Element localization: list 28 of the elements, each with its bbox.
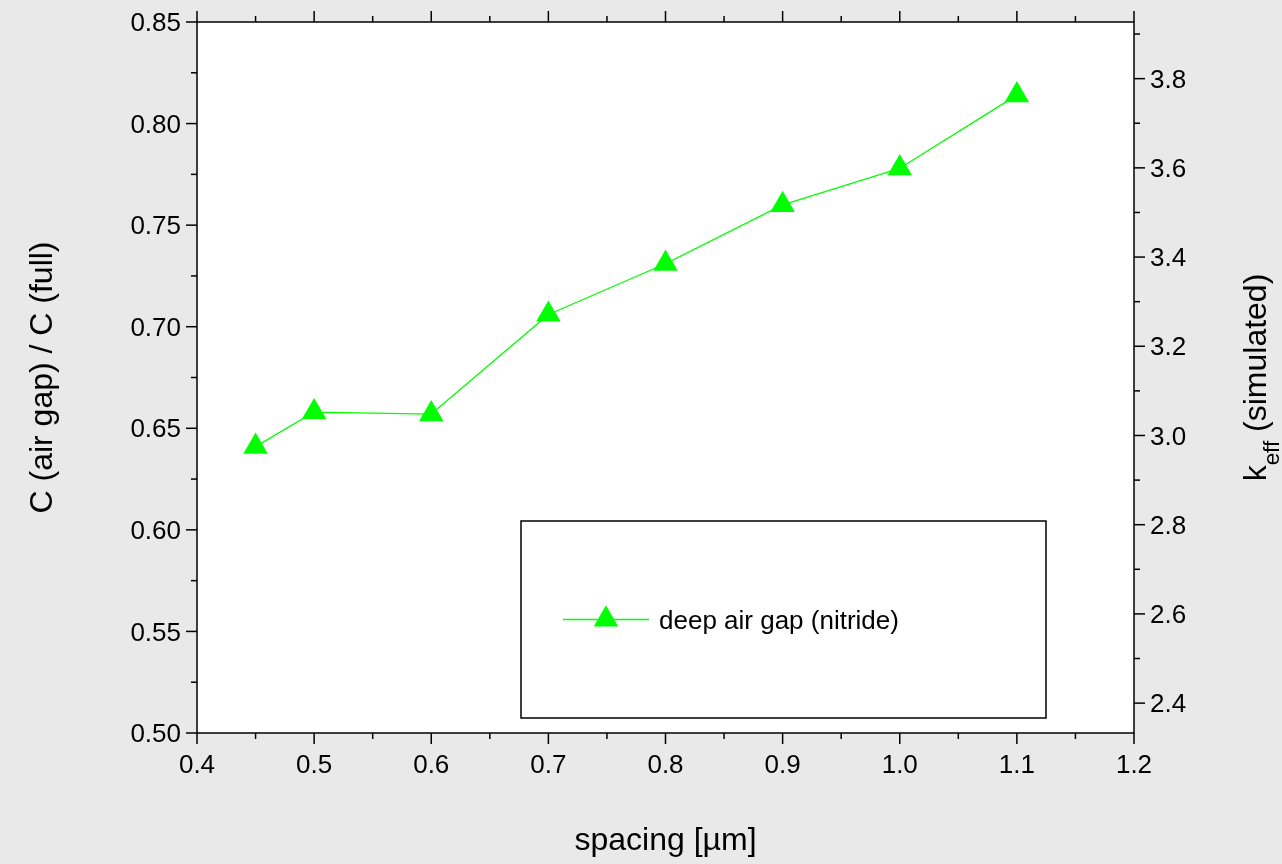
y-axis-title: C (air gap) / C (full)	[23, 241, 59, 514]
y2-tick-label: 2.6	[1150, 599, 1187, 630]
y2-tick-label: 2.4	[1150, 688, 1187, 719]
y-tick-label: 0.50	[130, 718, 181, 749]
x-tick-label: 0.6	[413, 749, 450, 779]
x-tick-label: 1.0	[881, 749, 918, 779]
y2-tick-label: 3.6	[1150, 152, 1187, 183]
x-tick-label: 0.8	[647, 749, 684, 779]
y-tick-label: 0.55	[130, 616, 181, 647]
y-tick-label: 0.85	[130, 7, 181, 38]
y2-tick-label: 3.2	[1150, 331, 1187, 362]
y2-tick-label: 2.8	[1150, 509, 1187, 540]
y-tick-label: 0.65	[130, 413, 181, 444]
x-tick-label: 0.7	[530, 749, 567, 779]
x-tick-label: 0.9	[764, 749, 801, 779]
legend-label: deep air gap (nitride)	[659, 604, 899, 635]
x-tick-label: 1.2	[1115, 749, 1153, 779]
y-tick-label: 0.75	[130, 210, 181, 241]
y-tick-label: 0.80	[130, 108, 181, 139]
y2-tick-label: 3.4	[1150, 242, 1187, 273]
x-axis-title: spacing [µm]	[574, 821, 757, 857]
x-tick-label: 1.1	[998, 749, 1035, 779]
x-tick-label: 0.5	[296, 749, 333, 779]
y-tick-label: 0.60	[130, 514, 181, 545]
y-tick-label: 0.70	[130, 311, 181, 342]
y2-tick-label: 3.8	[1150, 63, 1187, 94]
x-tick-label: 0.4	[178, 749, 216, 779]
y2-tick-label: 3.0	[1150, 420, 1187, 451]
